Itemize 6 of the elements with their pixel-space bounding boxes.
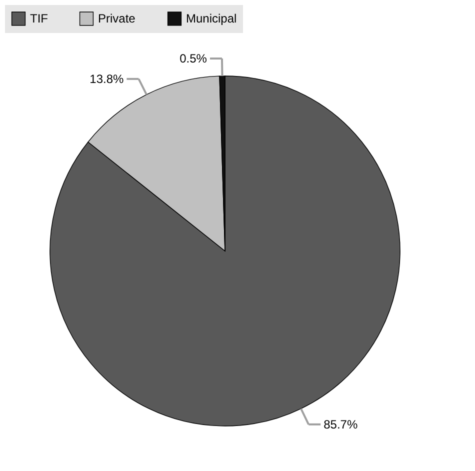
data-label: 0.5% <box>180 52 208 66</box>
data-label: 13.8% <box>90 72 124 86</box>
legend-label: Municipal <box>186 12 237 26</box>
legend-label: TIF <box>30 12 48 26</box>
legend-label: Private <box>98 12 136 26</box>
data-label: 85.7% <box>324 417 358 432</box>
